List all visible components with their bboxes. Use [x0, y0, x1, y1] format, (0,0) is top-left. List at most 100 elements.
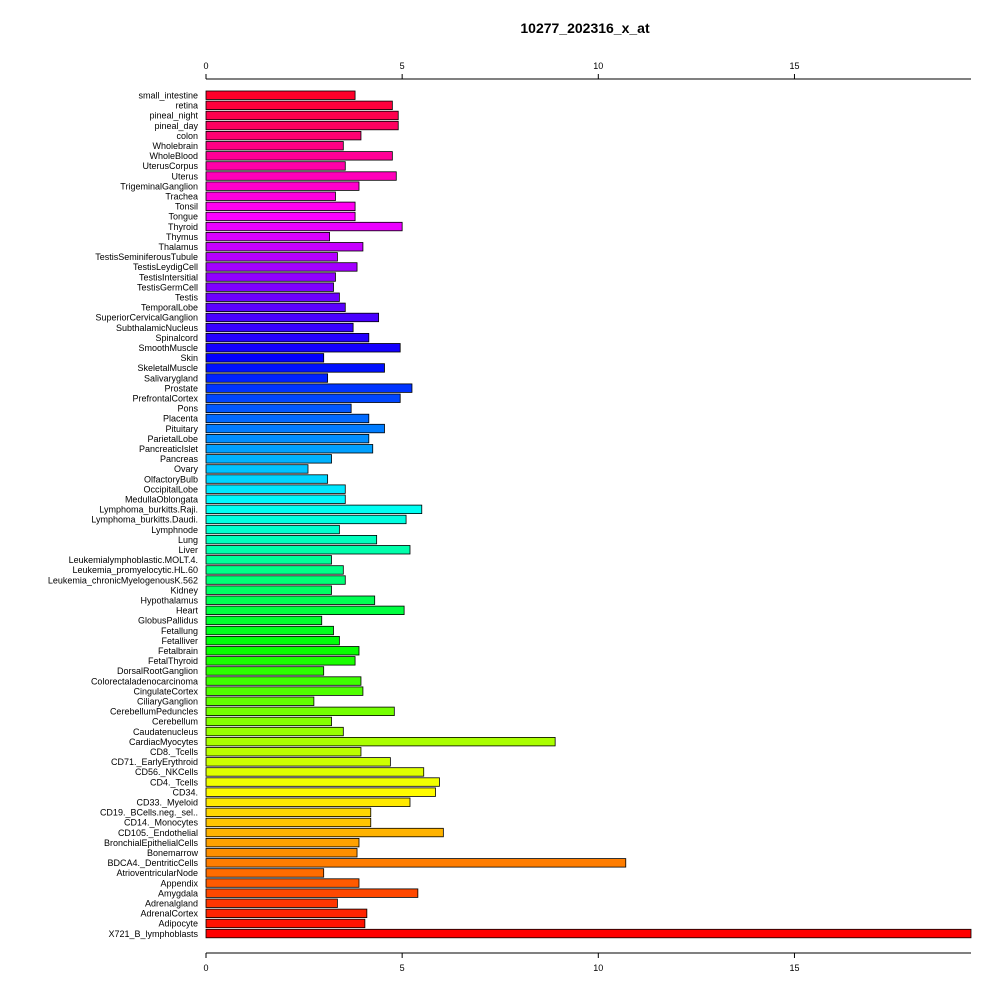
category-label: Lung	[178, 535, 198, 545]
category-label: TestisLeydigCell	[133, 262, 198, 272]
category-label: Thymus	[166, 232, 199, 242]
category-label: Ovary	[174, 464, 199, 474]
category-label: GlobusPallidus	[138, 616, 199, 626]
category-label: Caudatenucleus	[133, 727, 199, 737]
bar	[205, 797, 411, 807]
category-label: Heart	[176, 606, 199, 616]
bar	[205, 161, 346, 171]
category-label: CD14._Monocytes	[124, 818, 199, 828]
category-label: TemporalLobe	[141, 303, 198, 313]
category-label: MedullaOblongata	[125, 495, 198, 505]
category-label: Salivarygland	[144, 373, 198, 383]
category-label: WholeBlood	[149, 151, 198, 161]
category-label: Pons	[177, 404, 198, 414]
category-label: Tonsil	[175, 202, 198, 212]
bar	[205, 494, 346, 504]
bar	[205, 393, 401, 403]
bottom-axis: 0 5 10 15	[203, 952, 971, 973]
bar	[205, 898, 338, 908]
category-label: CerebellumPeduncles	[110, 707, 199, 717]
bar	[205, 757, 391, 767]
category-label: CiliaryGanglion	[137, 697, 198, 707]
category-label: Uterus	[171, 171, 198, 181]
category-label: Lymphoma_burkitts.Raji.	[99, 505, 198, 515]
bar	[205, 474, 329, 484]
bar	[205, 807, 372, 817]
bar	[205, 252, 338, 262]
bars-group	[205, 90, 972, 939]
bar	[205, 302, 346, 313]
bar	[205, 585, 332, 595]
category-label: BDCA4._DentriticCells	[107, 858, 198, 868]
category-label: CD71._EarlyErythroid	[111, 757, 198, 767]
category-label: Appendix	[160, 878, 198, 888]
bar	[205, 787, 436, 797]
category-label: AdrenalCortex	[140, 909, 198, 919]
category-label: SmoothMuscle	[138, 343, 198, 353]
category-label: CD34.	[172, 787, 198, 797]
bar	[205, 514, 407, 525]
bottom-axis-tick-label: 10	[593, 963, 603, 973]
category-label: Cerebellum	[152, 717, 198, 727]
bar	[205, 423, 385, 434]
category-label: CingulateCortex	[133, 686, 198, 696]
bar	[205, 130, 362, 141]
category-label: Thalamus	[158, 242, 198, 252]
category-label: DorsalRootGanglion	[117, 666, 198, 676]
category-label: SubthalamicNucleus	[116, 323, 199, 333]
bar	[205, 272, 336, 282]
category-label: SuperiorCervicalGanglion	[95, 313, 198, 323]
bar	[205, 646, 360, 656]
category-label: OlfactoryBulb	[144, 474, 198, 484]
category-label: Colorectaladenocarcinoma	[91, 676, 198, 686]
bar	[205, 171, 397, 181]
category-label: pineal_night	[149, 111, 198, 121]
bar	[205, 838, 360, 848]
bar	[205, 625, 334, 636]
bar	[205, 90, 356, 100]
bar	[205, 332, 370, 343]
bar	[205, 413, 370, 424]
category-label: small_intestine	[138, 91, 198, 101]
bar	[205, 827, 444, 838]
bar	[205, 636, 340, 646]
bar	[205, 353, 325, 363]
category-label: Placenta	[163, 414, 198, 424]
category-label: CD19._BCells.neg._sel..	[100, 808, 198, 818]
category-label: Leukemialymphoblastic.MOLT.4.	[69, 555, 198, 565]
category-label: Thyroid	[168, 222, 198, 232]
bar	[205, 282, 334, 292]
bar	[205, 433, 370, 444]
category-label: Trachea	[165, 192, 198, 202]
category-label: Wholebrain	[152, 141, 198, 151]
category-label: retina	[175, 101, 198, 111]
category-label: Tongue	[168, 212, 198, 222]
category-label: Pancreas	[160, 454, 199, 464]
top-axis-tick-label: 0	[203, 61, 208, 71]
bar	[205, 656, 356, 666]
category-label: CD56._NKCells	[135, 767, 199, 777]
category-label: ParietalLobe	[147, 434, 198, 444]
category-labels: small_intestineretinapineal_nightpineal_…	[48, 91, 199, 939]
top-axis-tick-label: 10	[593, 61, 603, 71]
bar	[205, 666, 325, 676]
category-label: CardiacMyocytes	[129, 737, 199, 747]
category-label: CD105._Endothelial	[118, 828, 198, 838]
bar	[205, 312, 380, 323]
bar	[205, 151, 393, 161]
bar	[205, 575, 346, 585]
bar	[205, 928, 972, 939]
bar	[205, 181, 360, 191]
category-label: CD8._Tcells	[150, 747, 199, 757]
bar	[205, 605, 405, 615]
bar	[205, 211, 356, 222]
bar	[205, 848, 358, 858]
category-label: Hypothalamus	[140, 596, 198, 606]
category-label: Lymphoma_burkitts.Daudi.	[91, 515, 198, 525]
bar	[205, 524, 340, 535]
category-label: FetalThyroid	[148, 656, 198, 666]
category-label: UterusCorpus	[142, 161, 198, 171]
bar	[205, 262, 358, 272]
bar	[205, 292, 340, 302]
bar	[205, 383, 413, 393]
